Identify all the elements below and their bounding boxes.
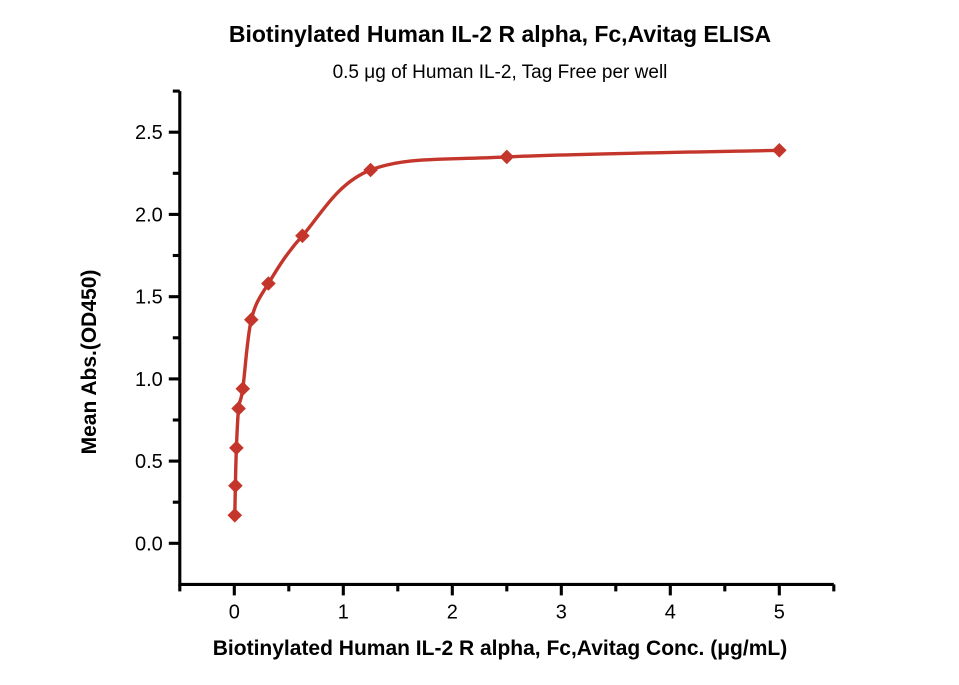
y-tick-label: 2.5	[135, 122, 163, 144]
axes-frame	[178, 91, 834, 586]
data-point-marker	[228, 478, 243, 493]
chart-subtitle: 0.5 μg of Human IL-2, Tag Free per well	[332, 62, 668, 83]
data-point-marker	[244, 312, 259, 327]
x-axis-label: Biotinylated Human IL-2 R alpha, Fc,Avit…	[212, 637, 788, 660]
y-tick-label: 1.5	[135, 287, 163, 309]
data-point-marker	[229, 440, 244, 456]
x-tick-label: 0	[229, 601, 240, 623]
data-point-marker	[295, 228, 310, 244]
y-tick-label: 0.0	[135, 533, 163, 555]
y-tick-label: 2.0	[135, 204, 163, 226]
data-point-marker	[235, 381, 251, 396]
y-tick-label: 1.0	[135, 369, 163, 391]
data-point-marker	[499, 149, 515, 165]
x-tick-label: 4	[665, 601, 676, 623]
fit-curve	[233, 148, 781, 517]
x-tick-label: 1	[338, 601, 349, 623]
x-tick-label: 3	[556, 601, 567, 623]
x-tick-label: 5	[774, 601, 785, 623]
data-point-marker	[261, 276, 276, 291]
data-point-marker	[231, 401, 246, 416]
y-tick-label: 0.5	[135, 451, 163, 473]
data-point-marker	[772, 143, 787, 158]
x-tick-label: 2	[447, 601, 458, 623]
data-point-marker	[363, 162, 378, 178]
chart-title: Biotinylated Human IL-2 R alpha, Fc,Avit…	[228, 21, 772, 47]
data-point-marker	[227, 508, 243, 523]
